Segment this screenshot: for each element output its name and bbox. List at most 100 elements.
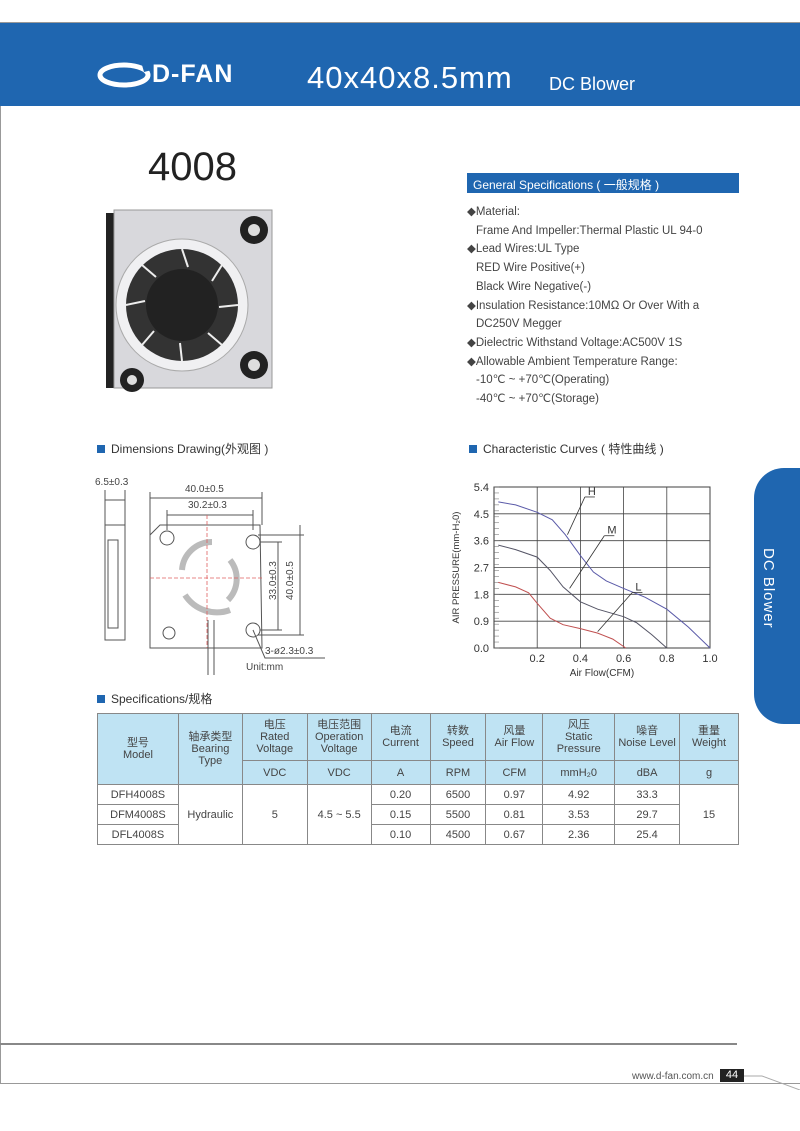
brand-logo: D-FAN — [96, 60, 233, 89]
header-cn: 电流 — [389, 725, 412, 737]
logo-swoosh-icon — [97, 62, 152, 87]
header-cn: 轴承类型 — [188, 731, 233, 743]
page-title: 40x40x8.5mm — [307, 60, 513, 95]
header-cn: 风量 — [503, 725, 526, 737]
table-cell: 2.36 — [542, 824, 616, 845]
column-header: 风压 Static Pressure — [542, 713, 616, 761]
y-tick-label: 0.0 — [474, 643, 489, 655]
header-cn: 风压 — [567, 719, 590, 731]
x-tick-label: 1.0 — [702, 653, 717, 665]
header-cn: 噪音 — [636, 725, 659, 737]
specifications-title: Specifications/规格 — [111, 692, 213, 706]
table-cell: 0.20 — [370, 784, 431, 805]
unit-cell: VDC — [241, 760, 308, 785]
table-row: DFM4008S 0.15 5500 0.81 3.53 29.7 — [97, 804, 739, 825]
x-tick-label: 0.4 — [573, 653, 588, 665]
dim-unit: Unit:mm — [246, 662, 283, 673]
header-en: Current — [382, 737, 419, 749]
table-cell: 0.97 — [485, 784, 544, 805]
spec-line: DC250V Megger — [476, 318, 562, 331]
general-specs-list: ◆Material: Frame And Impeller:Thermal Pla… — [467, 203, 702, 409]
dim-height-holes: 33.0±0.3 — [268, 561, 279, 600]
dimensions-title: Dimensions Drawing(外观图 ) — [111, 442, 269, 456]
footer-divider — [0, 1043, 737, 1045]
table-cell: 33.3 — [614, 784, 681, 805]
column-header: 转数 Speed — [429, 713, 487, 761]
footer-leader-line — [744, 1075, 800, 1090]
unit-cell: VDC — [306, 760, 372, 785]
spec-line: ◆Lead Wires:UL Type — [467, 243, 580, 256]
y-tick-label: 4.5 — [474, 509, 489, 521]
header-cn: 重量 — [698, 725, 720, 737]
header-en: Weight — [691, 737, 727, 749]
column-header: 电压 Rated Voltage — [241, 713, 308, 761]
table-cell: 5500 — [429, 804, 487, 825]
model-number: 4008 — [148, 145, 237, 189]
curve-label-M: M — [607, 525, 616, 537]
column-header: 风量 Air Flow — [485, 713, 544, 761]
table-cell: 0.15 — [370, 804, 431, 825]
bullet-square-icon — [97, 694, 105, 703]
general-specs-title: General Specifications ( 一般规格 ) — [467, 173, 739, 193]
unit-cell: A — [370, 760, 431, 785]
table-unit-row: VDC VDC A RPM CFM mmH₂0 dBA g — [98, 760, 739, 785]
curve-leader-line — [567, 496, 586, 535]
x-tick-label: 0.8 — [659, 653, 674, 665]
table-row: DFL4008S 0.10 4500 0.67 2.36 25.4 — [97, 824, 739, 845]
x-tick-label: 0.6 — [616, 653, 631, 665]
fan-photo — [106, 209, 273, 392]
table-cell: 6500 — [429, 784, 487, 805]
page-subtitle: DC Blower — [549, 74, 636, 94]
x-tick-label: 0.2 — [530, 653, 545, 665]
page-frame — [0, 22, 800, 1084]
table-cell: 0.10 — [370, 824, 431, 845]
spec-line: Frame And Impeller:Thermal Plastic UL 94… — [476, 224, 703, 237]
header-en: Bearing Type — [191, 743, 230, 767]
header-cn: 转数 — [446, 725, 469, 737]
header-en: Air Flow — [494, 737, 535, 749]
header-en: Rated Voltage — [256, 731, 294, 755]
table-cell: 15 — [679, 784, 739, 845]
y-tick-label: 3.6 — [474, 536, 489, 548]
column-header: 噪音 Noise Level — [614, 713, 681, 761]
column-header: 型号 Model — [97, 713, 179, 785]
header-cn: 型号 — [126, 737, 149, 749]
curve-label-L: L — [635, 581, 641, 593]
bullet-square-icon — [469, 444, 477, 453]
spec-line: RED Wire Positive(+) — [476, 262, 585, 275]
y-axis-label: AIR PRESSURE(mm-H₂0) — [451, 512, 462, 624]
spec-line: ◆Insulation Resistance:10MΩ Or Over With… — [467, 299, 700, 312]
header-en: Speed — [442, 737, 474, 749]
table-cell: 25.4 — [614, 824, 681, 845]
side-tab-label: DC Blower — [760, 548, 777, 629]
dim-holes: 3-ø2.3±0.3 — [265, 646, 314, 657]
unit-cell: g — [679, 760, 739, 785]
column-header: 重量 Weight — [679, 713, 739, 761]
table-row: DFH4008S Hydraulic 5 4.5 ~ 5.5 0.20 6500 0.97 4… — [97, 784, 739, 845]
header-en: Model — [122, 749, 153, 761]
table-cell: 29.7 — [614, 804, 681, 825]
specifications-table: 型号 Model 轴承类型 Bearing Type 电压 Rated Voltage 电压… — [97, 713, 739, 845]
footer-url: www.d-fan.com.cn — [632, 1071, 714, 1082]
unit-cell: RPM — [429, 760, 487, 785]
spec-line: ◆Material: — [467, 206, 520, 218]
x-axis-label: Air Flow(CFM) — [570, 668, 634, 679]
y-tick-label: 0.9 — [474, 616, 489, 628]
dimensions-drawing: 6.5±0.3 40.0±0.5 30.2±0.3 33.0±0.3 40.0±… — [95, 477, 325, 675]
table-cell: Hydraulic — [177, 784, 243, 845]
dim-width-holes: 30.2±0.3 — [188, 500, 227, 511]
specifications-heading: Specifications/规格 — [97, 690, 212, 707]
header-en: Static Pressure — [556, 731, 601, 755]
dim-width-outer: 40.0±0.5 — [185, 484, 224, 495]
header-cn: 电压范围 — [317, 719, 362, 731]
table-cell: 4500 — [429, 824, 487, 845]
table-cell: DFL4008S — [97, 824, 179, 845]
column-header: 电流 Current — [370, 713, 431, 761]
header-en: Noise Level — [618, 737, 676, 749]
dimensions-heading: Dimensions Drawing(外观图 ) — [97, 440, 268, 457]
table-cell: 4.92 — [542, 784, 616, 805]
unit-cell: mmH₂0 — [542, 760, 616, 785]
y-tick-label: 2.7 — [474, 563, 489, 575]
table-cell: DFM4008S — [97, 804, 179, 825]
unit-cell: CFM — [485, 760, 544, 785]
